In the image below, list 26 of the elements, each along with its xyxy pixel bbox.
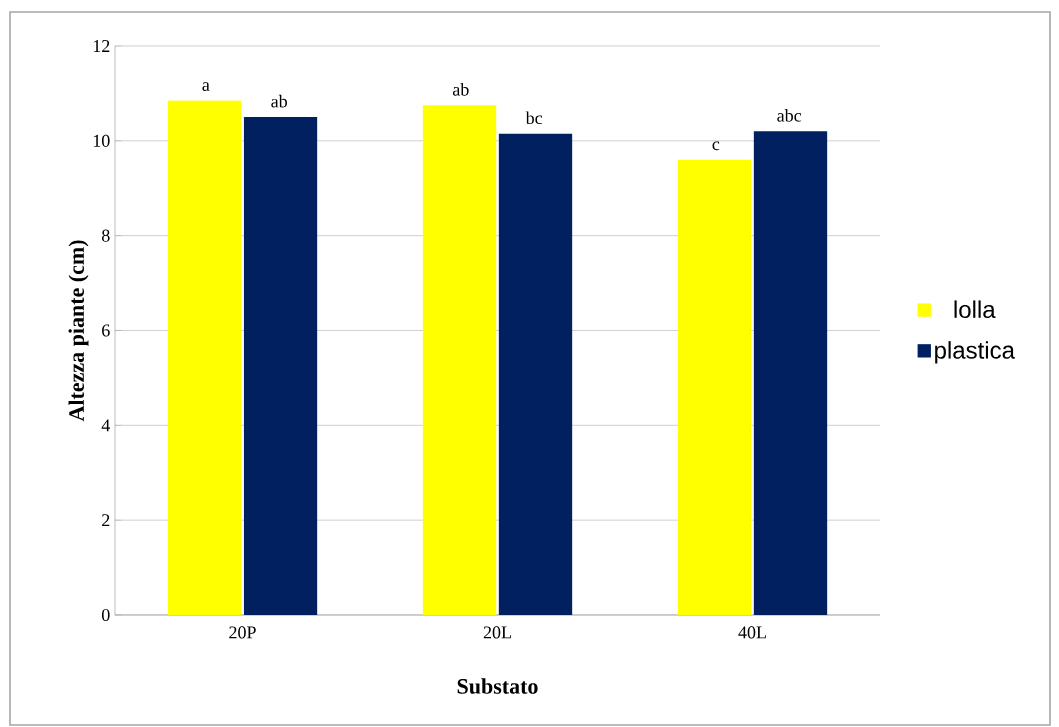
legend-label: lolla — [954, 300, 996, 319]
y-tick-label: 8 — [101, 229, 110, 242]
x-tick-label: 40L — [738, 626, 766, 639]
y-tick-label: 12 — [93, 40, 110, 52]
y-tick-label: 10 — [93, 134, 110, 147]
y-tick-label: 6 — [102, 324, 110, 337]
y-tick-label: 0 — [101, 608, 110, 622]
data-label: ab — [271, 94, 287, 108]
legend-label: plastica — [935, 341, 1015, 364]
data-label: c — [712, 141, 720, 151]
data-label: bc — [525, 111, 543, 125]
bar — [677, 159, 752, 615]
bar — [498, 133, 573, 615]
bar — [243, 117, 318, 615]
data-label: abc — [777, 109, 802, 122]
x-tick-label: 20L — [483, 626, 511, 639]
y-tick-label: 2 — [102, 514, 110, 527]
y-axis-title: Altezza piante (cm) — [68, 240, 89, 422]
y-tick-label: 4 — [101, 419, 111, 432]
data-label: ab — [452, 82, 469, 96]
x-axis-title: Substato — [457, 678, 538, 694]
x-tick-label: 20P — [229, 626, 256, 639]
bar — [422, 105, 497, 615]
bar — [167, 100, 242, 615]
data-label: a — [202, 82, 210, 91]
bar — [753, 131, 828, 615]
